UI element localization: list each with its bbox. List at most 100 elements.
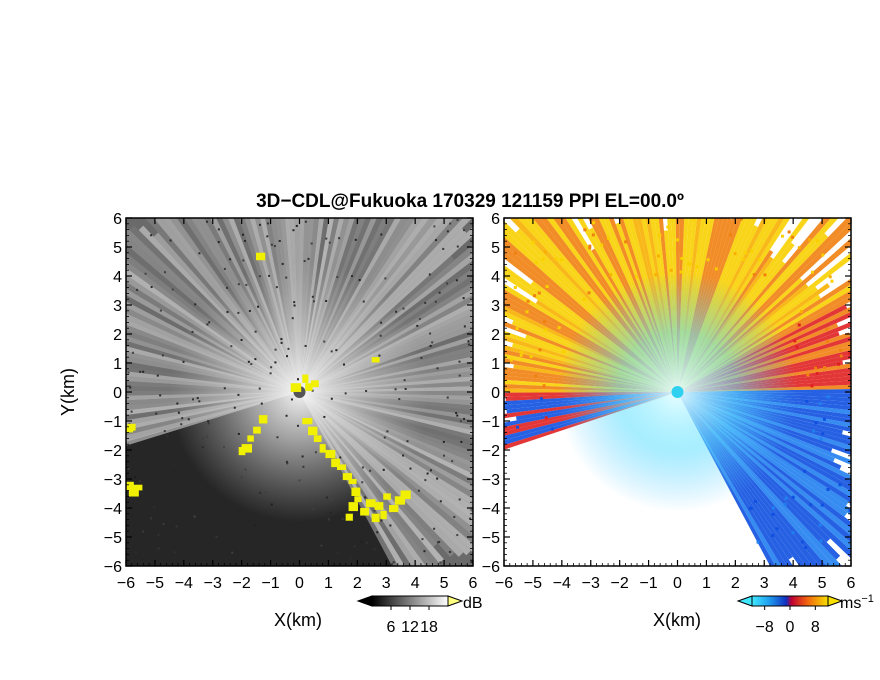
noise-speckle — [429, 469, 432, 472]
noise-speckle — [245, 283, 248, 286]
noise-speckle — [470, 561, 473, 564]
velocity-speckle — [818, 169, 821, 172]
noise-speckle — [293, 301, 296, 304]
velocity-speckle — [574, 132, 577, 135]
noise-speckle — [402, 307, 405, 310]
reflectivity-colorbar-unit: dB — [463, 595, 483, 612]
reflectivity-colorbar-scale — [371, 595, 449, 607]
velocity-ray — [671, 218, 678, 392]
velocity-speckle — [590, 88, 593, 91]
velocity-speckle — [804, 545, 808, 549]
highlight-echo — [342, 473, 352, 481]
noise-speckle — [459, 420, 462, 423]
velocity-speckle — [509, 358, 513, 362]
noise-speckle — [463, 417, 466, 420]
noise-speckle — [297, 378, 300, 381]
velocity-speckle — [772, 197, 775, 200]
noise-speckle — [223, 387, 226, 390]
noise-speckle — [442, 440, 445, 443]
x-tick-label: −4 — [175, 575, 193, 592]
velocity-speckle — [678, 179, 681, 182]
noise-speckle — [458, 374, 461, 377]
x-tick-label: 6 — [469, 575, 478, 592]
velocity-ray — [504, 384, 678, 392]
velocity-speckle — [814, 421, 818, 425]
velocity-speckle — [837, 362, 841, 366]
highlight-echo — [400, 490, 411, 500]
velocity-speckle — [866, 177, 869, 180]
noise-speckle — [275, 286, 278, 289]
noise-speckle — [162, 523, 165, 526]
noise-speckle — [187, 418, 190, 421]
velocity-speckle — [848, 351, 851, 355]
velocity-speckle — [872, 275, 875, 278]
noise-speckle — [325, 496, 328, 499]
velocity-speckle — [542, 384, 546, 388]
highlight-echo — [253, 426, 261, 434]
velocity-speckle — [685, 206, 688, 209]
highlight-echo — [127, 423, 136, 431]
noise-speckle — [449, 222, 452, 225]
y-tick-label: 1 — [113, 356, 122, 373]
velocity-speckle — [802, 172, 805, 175]
reflectivity-highlight-echoes — [126, 252, 411, 523]
noise-speckle — [382, 468, 385, 471]
noise-speckle — [181, 417, 184, 420]
noise-speckle — [156, 374, 159, 377]
noise-speckle — [436, 477, 439, 480]
velocity-speckle — [662, 105, 665, 108]
noise-speckle — [150, 234, 153, 237]
noise-speckle — [150, 517, 153, 520]
noise-speckle — [270, 243, 273, 246]
x-tick-label: −4 — [553, 575, 571, 592]
velocity-speckle — [848, 508, 851, 512]
noise-speckle — [428, 273, 431, 276]
noise-speckle — [395, 310, 398, 313]
noise-speckle — [241, 233, 244, 236]
velocity-speckle — [846, 654, 849, 657]
velocity-speckle — [592, 221, 596, 225]
velocity-speckle — [736, 204, 739, 207]
colorbar-tick-label: 18 — [420, 619, 438, 636]
noise-speckle — [241, 541, 244, 544]
highlight-echo — [365, 499, 376, 508]
highlight-echo — [256, 252, 266, 261]
velocity-speckle — [821, 432, 825, 436]
noise-speckle — [358, 279, 361, 282]
noise-speckle — [144, 272, 147, 275]
velocity-plot-area — [481, 88, 879, 657]
velocity-speckle — [820, 503, 824, 507]
noise-speckle — [325, 299, 328, 302]
noise-speckle — [330, 350, 333, 353]
velocity-speckle — [643, 176, 646, 179]
velocity-speckle — [876, 243, 879, 246]
noise-speckle — [226, 310, 229, 313]
noise-speckle — [293, 304, 296, 307]
y-tick-label: −2 — [482, 443, 500, 460]
velocity-speckle — [712, 191, 715, 194]
y-tick-label: −1 — [104, 414, 122, 431]
noise-speckle — [360, 541, 363, 544]
noise-speckle — [389, 524, 392, 527]
x-tick-label: −5 — [524, 575, 542, 592]
noise-speckle — [183, 455, 186, 458]
noise-speckle — [446, 282, 449, 285]
velocity-speckle — [813, 168, 816, 171]
velocity-speckle — [706, 258, 710, 262]
noise-speckle — [240, 476, 243, 479]
velocity-speckle — [858, 135, 861, 138]
velocity-speckle — [746, 186, 749, 189]
noise-speckle — [237, 432, 240, 435]
velocity-speckle — [734, 156, 737, 159]
noise-speckle — [285, 355, 288, 358]
noise-speckle — [206, 220, 209, 223]
velocity-speckle — [865, 407, 868, 410]
highlight-echo — [247, 435, 254, 442]
echo-ray — [299, 392, 473, 401]
velocity-speckle — [797, 246, 801, 250]
x-tick-label: 4 — [411, 575, 420, 592]
velocity-speckle — [481, 321, 484, 324]
velocity-speckle — [771, 512, 775, 516]
velocity-speckle — [665, 97, 668, 100]
noise-speckle — [222, 446, 225, 449]
